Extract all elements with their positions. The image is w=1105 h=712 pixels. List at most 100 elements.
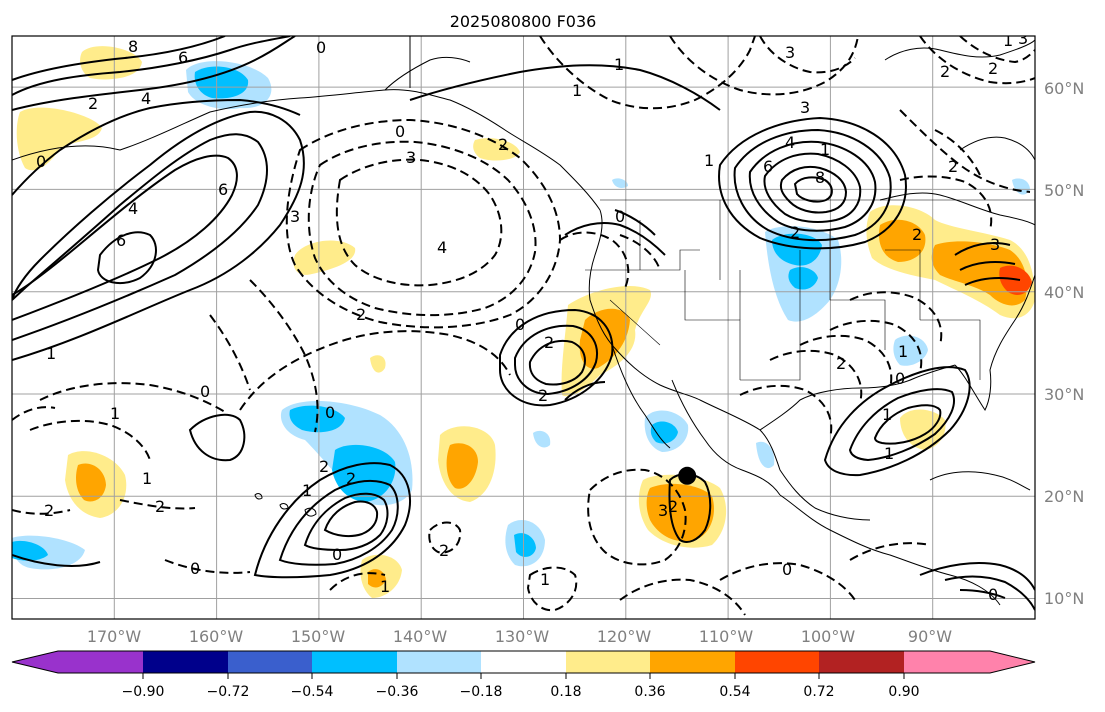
contour-label: 2 xyxy=(912,225,922,244)
contour-label: 4 xyxy=(128,199,138,218)
contour-label: 4 xyxy=(437,238,447,257)
figure-title: 2025080800 F036 xyxy=(450,12,597,31)
contour-label: 6 xyxy=(116,231,126,250)
contour-label: 0 xyxy=(332,545,342,564)
colorbar-segment xyxy=(566,651,650,673)
positive-shading-core xyxy=(931,241,1027,306)
negative-shading-core xyxy=(514,533,536,557)
colorbar-tick-label: 0.72 xyxy=(803,684,834,700)
colorbar-outline xyxy=(11,650,1036,674)
contour-label: 2 xyxy=(44,501,54,520)
negative-shading-core xyxy=(12,540,48,561)
contours-negative xyxy=(12,36,1035,616)
colorbar-tick-label: −0.54 xyxy=(291,684,334,700)
colorbar-tick-label: 0.54 xyxy=(719,684,750,700)
colorbar-tick-label: 0.18 xyxy=(550,684,581,700)
lat-label: 10°N xyxy=(1044,589,1084,608)
contour-label: 4 xyxy=(141,89,151,108)
colorbar-segment xyxy=(650,651,735,673)
contour-label: 3 xyxy=(290,207,300,226)
positive-shading-region xyxy=(293,240,356,275)
contour-label: 1 xyxy=(572,81,582,100)
positive-shading-core xyxy=(579,308,630,369)
contour-label: 0 xyxy=(615,207,625,226)
contour-label: 1 xyxy=(704,151,714,170)
colorbar-tick-label: −0.18 xyxy=(460,684,503,700)
negative-shading-core xyxy=(194,66,249,99)
contour-label: 3 xyxy=(1018,29,1028,48)
latitude-labels: 60°N 50°N 40°N 30°N 20°N 10°N xyxy=(1044,79,1084,608)
contour-label: 3 xyxy=(785,43,795,62)
negative-shading-region xyxy=(893,335,928,366)
contour-label: 1 xyxy=(820,140,830,159)
contour-label: 1 xyxy=(380,577,390,596)
negative-shading-core xyxy=(332,444,396,502)
contour-label: 2 xyxy=(790,223,800,242)
contour-label: 3 xyxy=(406,148,416,167)
contour-label: 1 xyxy=(302,481,312,500)
contour-label: 2 xyxy=(544,333,554,352)
contour-label: 2 xyxy=(155,497,165,516)
lon-label: 130°W xyxy=(495,627,550,646)
colorbar-tick-label: −0.90 xyxy=(122,684,165,700)
lon-label: 110°W xyxy=(699,627,754,646)
lon-label: 120°W xyxy=(597,627,652,646)
negative-shading-core xyxy=(772,233,822,266)
contour-label: 1 xyxy=(1003,31,1013,50)
colorbar-tick-label: 0.36 xyxy=(634,684,665,700)
colorbar-extend-low xyxy=(12,651,58,673)
lat-label: 30°N xyxy=(1044,385,1084,404)
contour-label: 3 xyxy=(800,98,810,117)
contour-label: 1 xyxy=(46,344,56,363)
contour-label: 2 xyxy=(668,497,678,516)
contour-label: 0 xyxy=(988,585,998,604)
lon-label: 90°W xyxy=(908,627,952,646)
negative-shading-region xyxy=(756,441,775,469)
colorbar-tick-label: 0.90 xyxy=(888,684,919,700)
positive-shading-core xyxy=(446,443,478,489)
contour-label: 0 xyxy=(895,369,905,388)
contour-label: 8 xyxy=(128,37,138,56)
positive-shading-region xyxy=(370,355,386,373)
lat-label: 50°N xyxy=(1044,181,1084,200)
negative-shading-core xyxy=(788,267,818,290)
colorbar-segment xyxy=(481,651,566,673)
contour-label: 3 xyxy=(990,235,1000,254)
colorbar-segment xyxy=(312,651,397,673)
contour-label: 0 xyxy=(325,403,335,422)
contour-label: 6 xyxy=(218,180,228,199)
positive-shading-core xyxy=(76,463,106,502)
map-area: 8 6 0 3 2 4 0 1 0 6 4 6 1 2 4 3 0 2 0 1 … xyxy=(12,29,1035,619)
colorbar-extend-high xyxy=(990,651,1035,673)
contour-label: 1 xyxy=(884,444,894,463)
map-border xyxy=(11,35,1036,620)
contour-label: 2 xyxy=(988,59,998,78)
contour-label: 0 xyxy=(36,152,46,171)
lon-label: 170°W xyxy=(87,627,142,646)
contour-label: 2 xyxy=(319,457,329,476)
lon-label: 140°W xyxy=(393,627,448,646)
negative-shading-region xyxy=(612,178,628,188)
contour-label: 0 xyxy=(515,315,525,334)
colorbar-segment xyxy=(904,651,990,673)
colorbar-segment xyxy=(819,651,904,673)
longitude-labels: 170°W 160°W 150°W 140°W 130°W 120°W 110°… xyxy=(87,627,952,646)
contour-label: 0 xyxy=(782,560,792,579)
colorbar-segment xyxy=(228,651,312,673)
contour-label: 2 xyxy=(439,541,449,560)
positive-shading-core xyxy=(999,265,1032,295)
contour-label: 2 xyxy=(346,469,356,488)
contour-label: 1 xyxy=(142,469,152,488)
state-borders xyxy=(585,199,1035,381)
colorbar-segment xyxy=(735,651,819,673)
contour-label: 2 xyxy=(88,94,98,113)
lat-label: 20°N xyxy=(1044,487,1084,506)
negative-shading-core xyxy=(650,421,678,444)
contour-label: 2 xyxy=(836,354,846,373)
contour-label: 1 xyxy=(882,405,892,424)
lat-label: 60°N xyxy=(1044,79,1084,98)
lon-label: 150°W xyxy=(291,627,346,646)
contour-label: 6 xyxy=(178,48,188,67)
colorbar-segments xyxy=(12,651,1035,673)
